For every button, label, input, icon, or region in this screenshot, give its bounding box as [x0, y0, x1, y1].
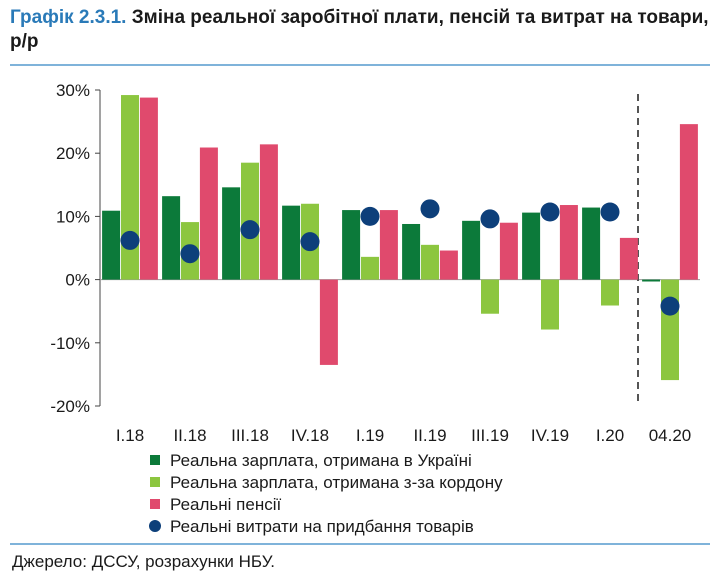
- bar-series-1-04.20: [642, 279, 661, 282]
- bar-series-3-I.20: [619, 237, 638, 280]
- bar-series-3-III.18: [259, 144, 278, 280]
- bar-series-1-I.19: [342, 210, 361, 280]
- dot-I.19: [360, 206, 380, 226]
- title-divider: [10, 64, 710, 66]
- x-tick-label: II.19: [413, 426, 446, 445]
- bar-series-3-II.18: [199, 147, 218, 280]
- bar-series-3-I.18: [139, 97, 158, 280]
- legend-label-3: Реальні пенсії: [170, 495, 281, 514]
- dot-III.18: [240, 220, 260, 240]
- bar-series-3-IV.18: [319, 279, 338, 365]
- bar-series-1-III.18: [222, 187, 241, 280]
- dot-IV.18: [300, 232, 320, 252]
- dot-I.20: [600, 202, 620, 222]
- y-tick-label: 30%: [56, 81, 90, 100]
- x-tick-label: III.19: [471, 426, 509, 445]
- bar-series-1-I.18: [102, 210, 121, 280]
- y-tick-label: -20%: [50, 397, 90, 416]
- chart-title-text: Зміна реальної заробітної плати, пенсій …: [10, 7, 709, 52]
- x-tick-label: IV.18: [291, 426, 329, 445]
- dot-04.20: [660, 296, 680, 316]
- dot-II.19: [420, 199, 440, 219]
- bar-series-1-II.19: [402, 223, 421, 280]
- dot-II.18: [180, 244, 200, 264]
- legend-marker-2: [150, 477, 160, 487]
- bar-series-2-I.18: [121, 95, 139, 280]
- bar-series-1-III.19: [462, 220, 481, 280]
- bar-series-2-04.20: [661, 279, 679, 381]
- bar-series-3-II.19: [439, 250, 458, 280]
- y-tick-label: 10%: [56, 207, 90, 226]
- bar-series-3-I.19: [379, 210, 398, 280]
- legend-label-2: Реальна зарплата, отримана з-за кордону: [170, 473, 503, 492]
- bar-series-1-II.18: [162, 196, 181, 280]
- x-tick-label: I.20: [596, 426, 624, 445]
- bar-series-3-III.19: [499, 222, 518, 280]
- dot-I.18: [120, 230, 140, 250]
- chart-title-prefix: Графік 2.3.1.: [10, 7, 127, 28]
- dot-IV.19: [540, 202, 560, 222]
- bar-series-1-I.20: [582, 207, 601, 280]
- bar-series-2-I.20: [601, 279, 619, 306]
- bar-series-3-IV.19: [559, 205, 578, 280]
- bar-series-2-I.19: [361, 256, 379, 280]
- y-tick-label: -10%: [50, 334, 90, 353]
- legend-label-4: Реальні витрати на придбання товарів: [170, 517, 474, 536]
- footer-divider: [10, 543, 710, 545]
- bar-series-2-II.19: [421, 244, 439, 280]
- x-tick-label: II.18: [173, 426, 206, 445]
- bar-series-3-04.20: [679, 124, 698, 280]
- y-tick-label: 20%: [56, 144, 90, 163]
- legend-marker-1: [150, 455, 160, 465]
- dot-III.19: [480, 209, 500, 229]
- bar-series-2-III.19: [481, 279, 499, 314]
- source-note: Джерело: ДССУ, розрахунки НБУ.: [12, 552, 275, 571]
- x-tick-label: III.18: [231, 426, 269, 445]
- x-tick-label: I.19: [356, 426, 384, 445]
- bar-series-2-IV.19: [541, 279, 559, 330]
- bar-series-1-IV.19: [522, 212, 541, 280]
- legend-marker-dot: [149, 520, 161, 532]
- x-tick-label: I.18: [116, 426, 144, 445]
- x-tick-label: 04.20: [649, 426, 692, 445]
- legend-label-1: Реальна зарплата, отримана в Україні: [170, 451, 472, 470]
- y-tick-label: 0%: [65, 271, 90, 290]
- chart-title: Графік 2.3.1. Зміна реальної заробітної …: [10, 6, 710, 54]
- bar-series-1-IV.18: [282, 205, 301, 280]
- x-tick-label: IV.19: [531, 426, 569, 445]
- legend-marker-3: [150, 499, 160, 509]
